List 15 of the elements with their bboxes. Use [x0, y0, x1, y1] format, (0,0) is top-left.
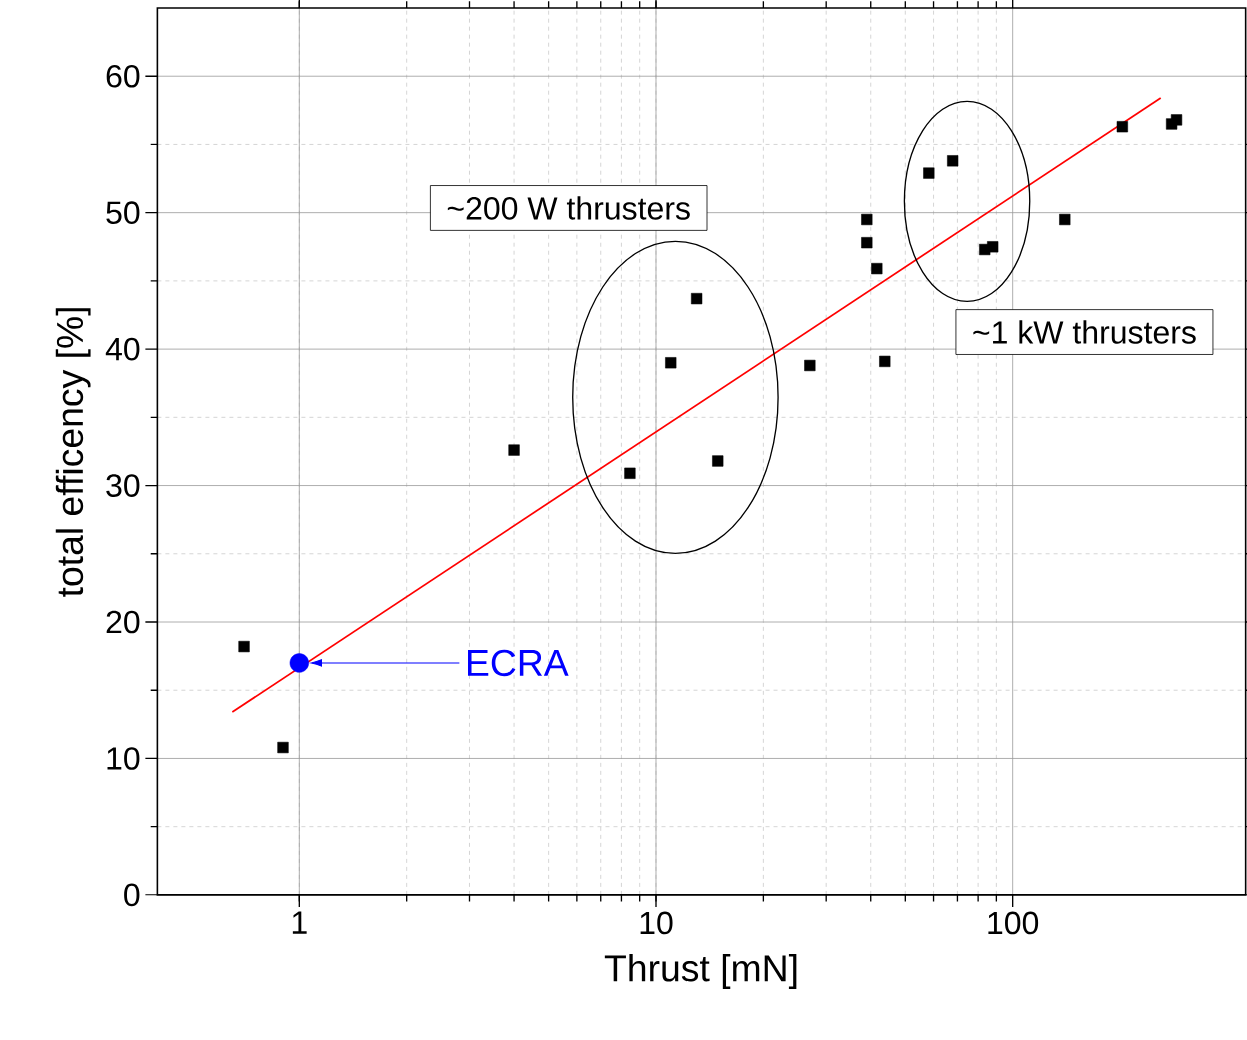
x-tick-label: 10 — [640, 911, 673, 935]
y-tick-label: 10 — [107, 747, 140, 770]
y-tick-label: 30 — [106, 474, 140, 497]
y-tick-label: 60 — [106, 64, 140, 88]
y-tick-label: 0 — [124, 883, 140, 907]
x-axis-title: Thrust [mN] — [604, 953, 797, 989]
x-tick-label: 100 — [988, 911, 1039, 935]
annotation: ~200 W thrusters — [447, 196, 690, 220]
x-tick-label: 1 — [292, 911, 307, 934]
annotation: ~1 kW thrusters — [973, 320, 1196, 344]
y-tick-label: 40 — [105, 337, 140, 361]
y-tick-label: 50 — [106, 201, 140, 224]
y-axis-title: total efficency [%] — [55, 308, 91, 597]
y-tick-label: 20 — [106, 610, 140, 634]
annotation: ECRA — [468, 649, 569, 677]
